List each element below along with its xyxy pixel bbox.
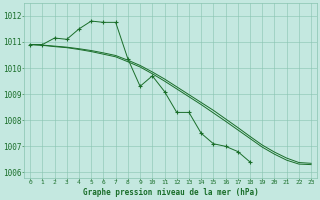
- X-axis label: Graphe pression niveau de la mer (hPa): Graphe pression niveau de la mer (hPa): [83, 188, 259, 197]
